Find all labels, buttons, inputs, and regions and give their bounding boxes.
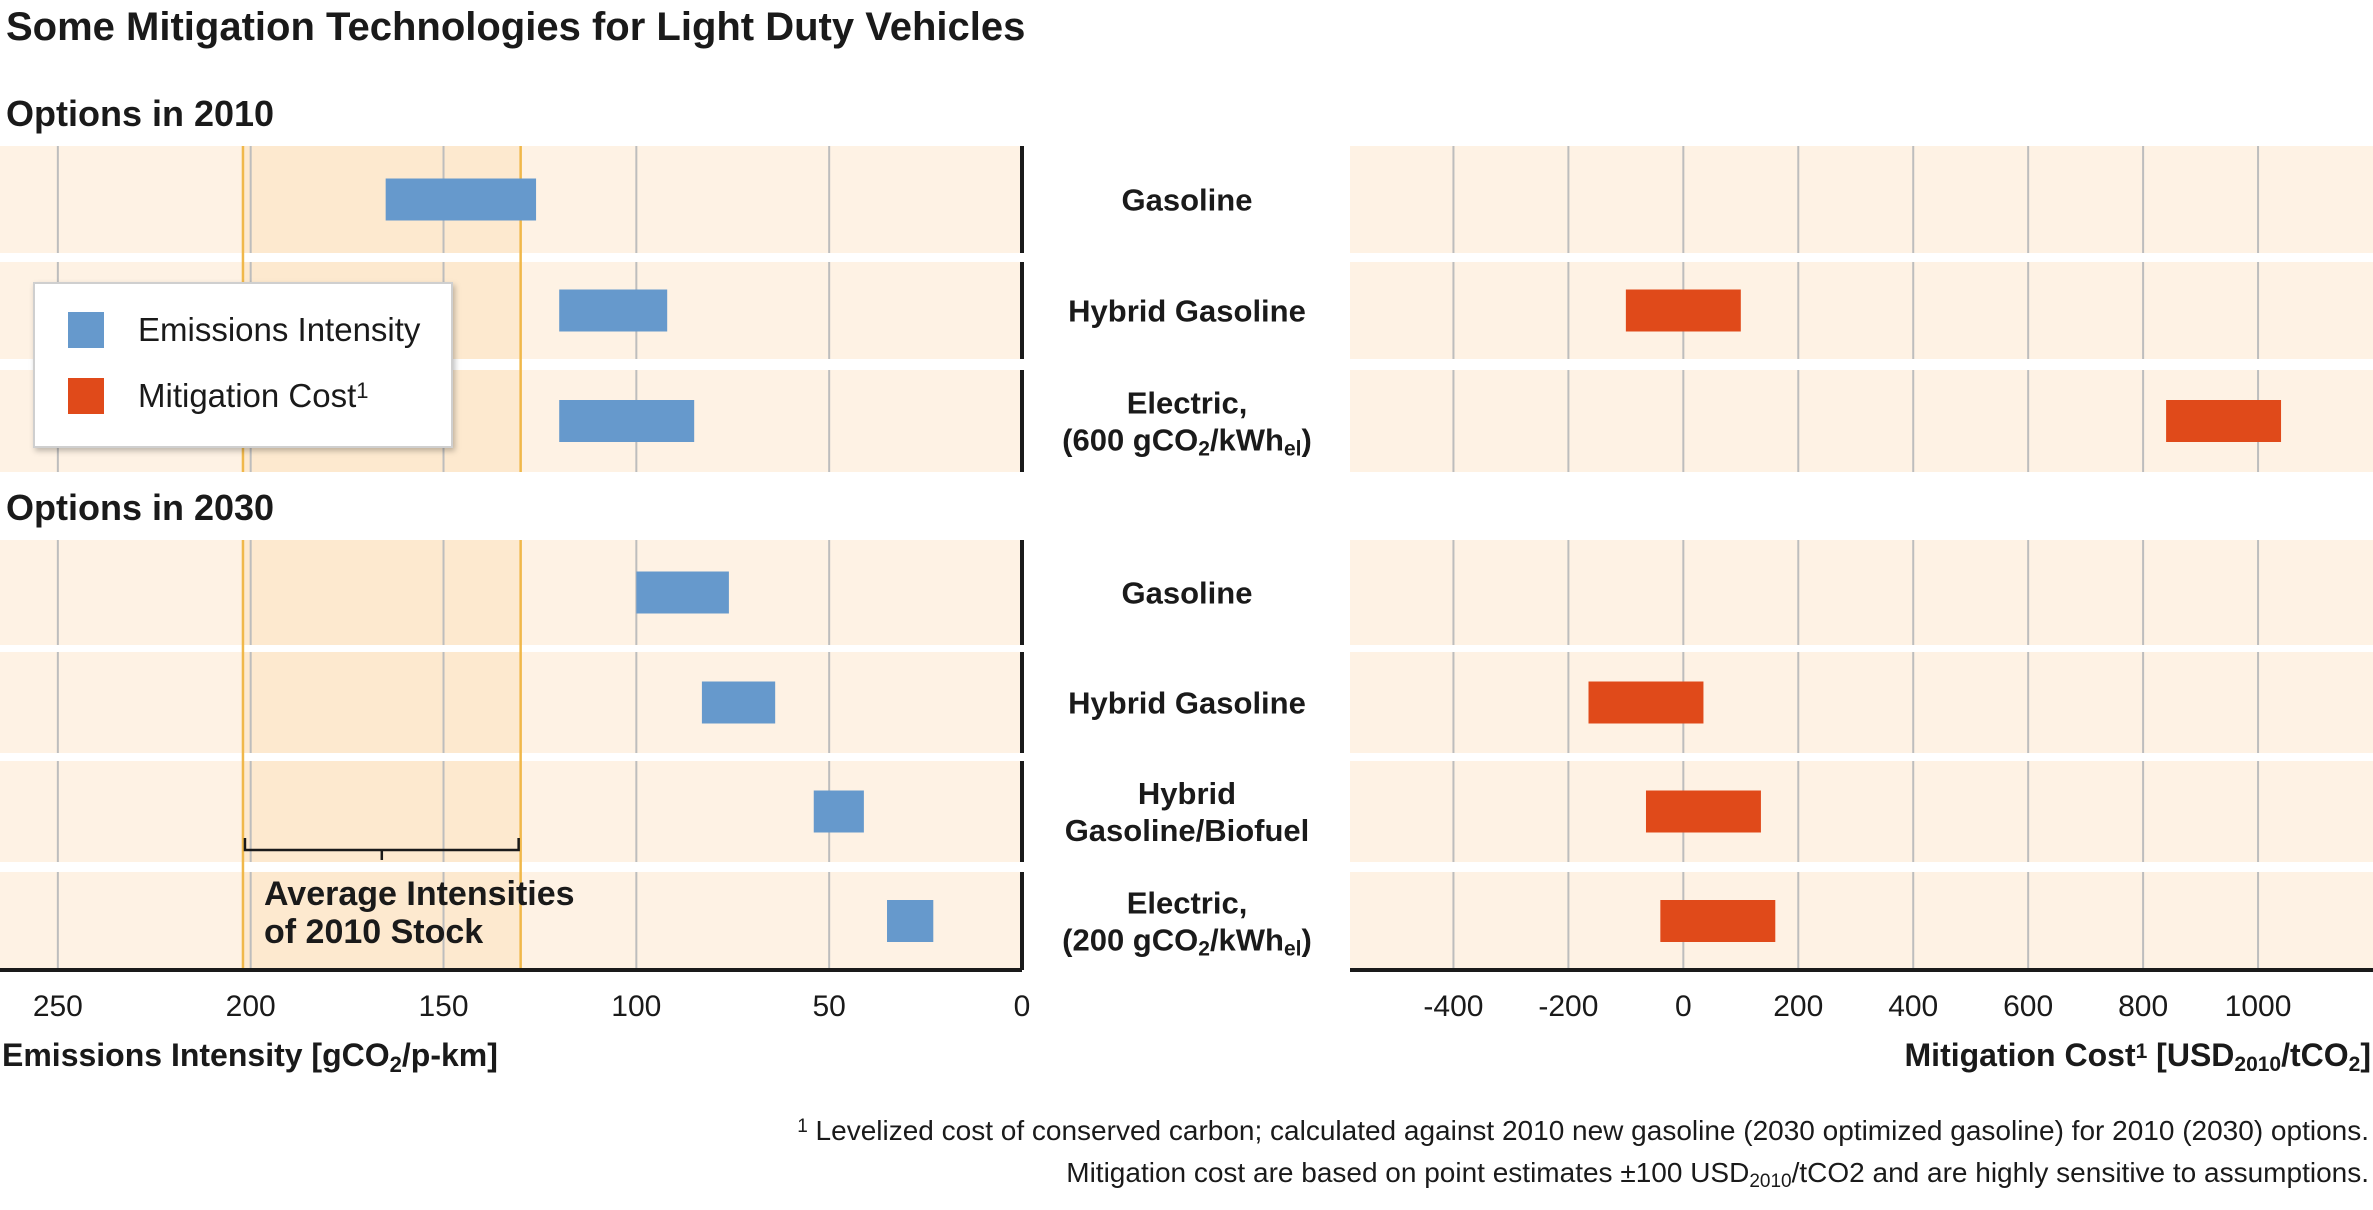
row-separator: [0, 645, 1022, 652]
left-tick-label: 200: [226, 990, 276, 1023]
left-tick-label: 50: [812, 990, 845, 1023]
average-band-label: of 2010 Stock: [264, 913, 483, 951]
right-row-panel: [1350, 761, 2373, 862]
emissions-bar: [887, 900, 934, 942]
right-axis-title: Mitigation Cost1 [USD2010/tCO2]: [1905, 1037, 2371, 1076]
legend-swatch: [68, 312, 104, 348]
right-tick-label: 800: [2118, 990, 2168, 1023]
emissions-bar: [701, 681, 776, 724]
legend-label: Mitigation Cost1: [138, 377, 369, 414]
category-label: (600 gCO2/kWhel): [1062, 423, 1312, 461]
left-tick-label: 100: [611, 990, 661, 1023]
row-separator: [0, 753, 1022, 761]
row-separator: [0, 862, 1022, 872]
right-tick-label: 0: [1675, 990, 1692, 1023]
right-row-panel: [1350, 146, 2373, 253]
category-label: Gasoline: [1122, 576, 1253, 611]
row-separator: [0, 253, 1022, 262]
right-tick-label: -400: [1423, 990, 1483, 1023]
legend-label: Emissions Intensity: [138, 311, 421, 348]
category-label: (200 gCO2/kWhel): [1062, 923, 1312, 961]
cost-bar: [1645, 790, 1761, 833]
emissions-bar: [559, 289, 668, 332]
right-tick-label: 600: [2003, 990, 2053, 1023]
average-band-label: Average Intensities: [264, 875, 575, 913]
left-tick-label: 250: [33, 990, 83, 1023]
right-tick-label: -200: [1538, 990, 1598, 1023]
right-row-panel: [1350, 652, 2373, 753]
left-axis-title: Emissions Intensity [gCO2/p-km]: [2, 1037, 498, 1077]
category-label: Electric,: [1127, 886, 1248, 921]
legend-box: [33, 282, 453, 448]
emissions-bar: [559, 400, 695, 442]
left-tick-label: 0: [1014, 990, 1031, 1023]
category-label: Hybrid Gasoline: [1068, 686, 1306, 721]
section-label: Options in 2010: [6, 93, 274, 134]
category-label: Hybrid: [1138, 776, 1236, 811]
average-bracket: [243, 838, 520, 860]
emissions-bar: [813, 790, 864, 833]
right-row-panel: [1350, 540, 2373, 645]
footnote-line-2: Mitigation cost are based on point estim…: [1066, 1157, 2369, 1192]
right-tick-label: 200: [1773, 990, 1823, 1023]
cost-bar: [1588, 681, 1704, 724]
legend-swatch: [68, 378, 104, 414]
right-tick-label: 400: [1888, 990, 1938, 1023]
category-label: Electric,: [1127, 386, 1248, 421]
category-label: Hybrid Gasoline: [1068, 294, 1306, 329]
emissions-bar: [385, 178, 537, 221]
section-label: Options in 2030: [6, 487, 274, 528]
category-label: Gasoline: [1122, 183, 1253, 218]
legend: Emissions Intensity Mitigation Cost1: [33, 282, 453, 448]
cost-bar: [1660, 900, 1776, 942]
right-row-panel: [1350, 872, 2373, 970]
row-separator: [0, 359, 1022, 370]
category-label: Gasoline/Biofuel: [1065, 813, 1310, 848]
footnote-line-1: 1 Levelized cost of conserved carbon; ca…: [797, 1115, 2369, 1146]
chart-title: Some Mitigation Technologies for Light D…: [6, 5, 1025, 49]
cost-bar: [2166, 400, 2282, 442]
left-tick-label: 150: [418, 990, 468, 1023]
emissions-bar: [636, 571, 729, 614]
right-tick-label: 1000: [2225, 990, 2292, 1023]
cost-bar: [1625, 289, 1741, 332]
right-row-panel: [1350, 262, 2373, 359]
